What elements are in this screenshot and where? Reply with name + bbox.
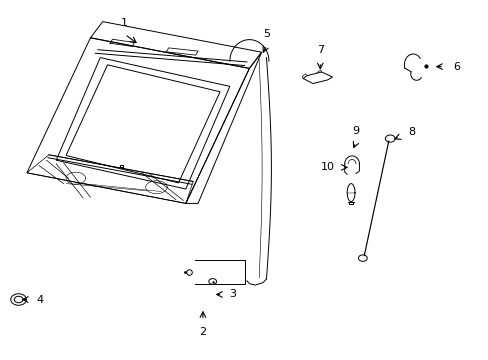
Text: 3: 3 [228,289,235,300]
Text: 1: 1 [121,18,128,28]
Text: 6: 6 [453,62,460,72]
Text: 10: 10 [320,162,334,172]
Text: 2: 2 [199,327,206,337]
Text: 8: 8 [407,127,414,138]
Text: 4: 4 [37,294,43,305]
Text: 7: 7 [316,45,323,55]
Text: 9: 9 [352,126,359,136]
Text: 5: 5 [263,29,269,39]
